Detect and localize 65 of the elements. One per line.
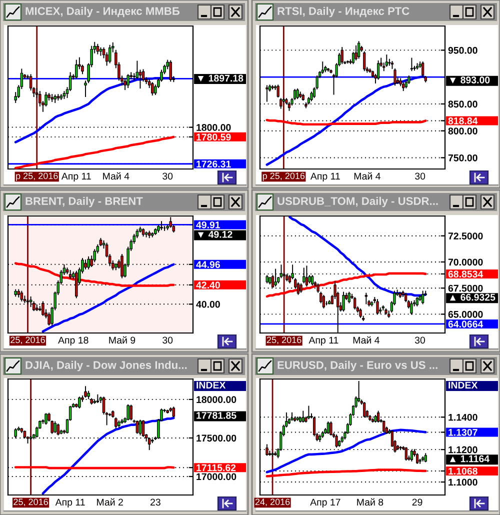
text: ▼ 1897.18	[198, 74, 244, 82]
x-tick-label: 23	[150, 498, 160, 506]
y-tick-label: 1.1000	[448, 478, 478, 486]
y-tick-label: 1.1400	[448, 414, 478, 421]
x-tick-label: Апр 18	[58, 336, 88, 346]
x-tick-label: 25, 2016	[14, 498, 48, 506]
text: ▼ 893.00	[450, 76, 490, 84]
x-tick-label: Май 4	[353, 336, 380, 344]
x-tick-label: 25, 2016	[10, 336, 45, 344]
y-tick-label: 44.96	[196, 261, 220, 268]
x-tick-label: Апр 11	[308, 336, 338, 346]
y-tick-label: 1.1200	[448, 446, 478, 454]
x-tick-label: 30	[162, 172, 173, 180]
x-tick-label: 25, 2016	[266, 336, 302, 344]
text: ▲ 66.9325	[450, 294, 496, 301]
y-tick-label: 67.5000	[448, 284, 483, 292]
y-tick-label: 17115.62	[196, 464, 236, 472]
chart-title: EURUSD, Daily - Euro vs US ...	[278, 360, 438, 372]
x-tick-label: 29	[412, 498, 422, 506]
x-tick-label: Апр 11	[55, 498, 85, 508]
y-tick-label: 72.5000	[448, 232, 483, 240]
x-tick-label: 30	[415, 172, 426, 180]
chart-title: USDRUB_TOM, Daily - USDR...	[278, 196, 438, 208]
y-tick-label: 950.00	[448, 46, 478, 54]
y-tick-label: 18000.00	[196, 396, 236, 404]
x-tick-label: 30	[162, 336, 173, 344]
x-tick-label: Май 9	[109, 336, 136, 344]
y-tick-label: 40.00	[196, 300, 220, 308]
x-tick-label: Май 4	[103, 172, 130, 180]
chart-title: DJIA, Daily - Dow Jones Indu...	[26, 360, 187, 372]
y-tick-label: 49.91	[196, 221, 220, 228]
y-tick-label: 65.0000	[448, 310, 483, 318]
y-tick-label: 42.40	[196, 282, 220, 289]
x-tick-label: Май 8	[357, 498, 384, 506]
x-tick-label: 30	[414, 336, 425, 344]
y-tick-label: 750.00	[448, 154, 478, 162]
x-tick-label: Май 2	[97, 498, 123, 506]
text: ▼ 49.12	[198, 230, 232, 238]
y-tick-label: 17500.00	[196, 434, 236, 442]
chart-title: RTSI, Daily - Индекс РТС	[278, 6, 410, 18]
y-tick-label: 818.84	[448, 117, 478, 124]
y-tick-label: 800.00	[448, 128, 478, 134]
x-tick-label: Май 4	[354, 172, 380, 180]
x-tick-label: Апр 11	[310, 172, 340, 182]
y-tick-label: 1780.59	[196, 134, 231, 141]
text: INDEX	[448, 382, 478, 389]
y-tick-label: 68.8534	[448, 270, 484, 278]
x-tick-label: Апр 11	[61, 172, 91, 182]
x-tick-label: р 25, 2016	[16, 172, 58, 181]
text: 17781.85	[196, 412, 236, 419]
chart-title: MICEX, Daily - Индекс ММВБ	[26, 6, 180, 18]
y-tick-label: 1.1307	[448, 428, 478, 436]
y-tick-label: 1.1068	[448, 468, 478, 475]
x-tick-label: Апр 17	[310, 498, 340, 508]
text: INDEX	[196, 382, 226, 389]
x-tick-label: 24, 2016	[255, 498, 290, 506]
chart-title: BRENT, Daily - BRENT	[26, 196, 143, 208]
y-tick-label: 17000.00	[196, 473, 236, 480]
y-tick-label: 70.0000	[448, 258, 483, 266]
y-tick-label: 850.00	[448, 100, 478, 108]
y-tick-label: 1800.00	[196, 124, 231, 131]
text: ▲ 1.1164	[450, 455, 490, 462]
y-tick-label: 64.0664	[448, 320, 484, 328]
y-tick-label: 1726.31	[196, 160, 231, 168]
x-tick-label: р 25, 2016	[262, 172, 305, 181]
